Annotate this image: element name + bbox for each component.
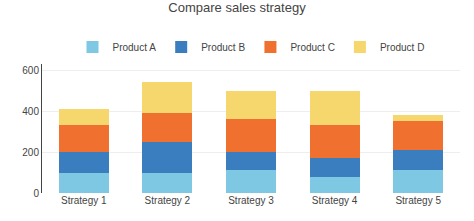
svg-text:Product D: Product D bbox=[380, 42, 424, 53]
svg-text:Product A: Product A bbox=[113, 42, 157, 53]
svg-text:200: 200 bbox=[22, 147, 39, 158]
svg-text:Strategy 2: Strategy 2 bbox=[145, 195, 191, 206]
svg-text:Strategy 4: Strategy 4 bbox=[312, 195, 358, 206]
svg-text:Strategy 1: Strategy 1 bbox=[61, 195, 107, 206]
svg-text:600: 600 bbox=[22, 65, 39, 76]
svg-text:Compare sales strategy: Compare sales strategy bbox=[168, 0, 306, 15]
svg-text:400: 400 bbox=[22, 106, 39, 117]
svg-text:0: 0 bbox=[33, 188, 39, 199]
svg-text:Strategy 3: Strategy 3 bbox=[228, 195, 274, 206]
svg-text:Product C: Product C bbox=[290, 42, 334, 53]
svg-text:Product B: Product B bbox=[201, 42, 245, 53]
svg-text:Strategy 5: Strategy 5 bbox=[395, 195, 441, 206]
